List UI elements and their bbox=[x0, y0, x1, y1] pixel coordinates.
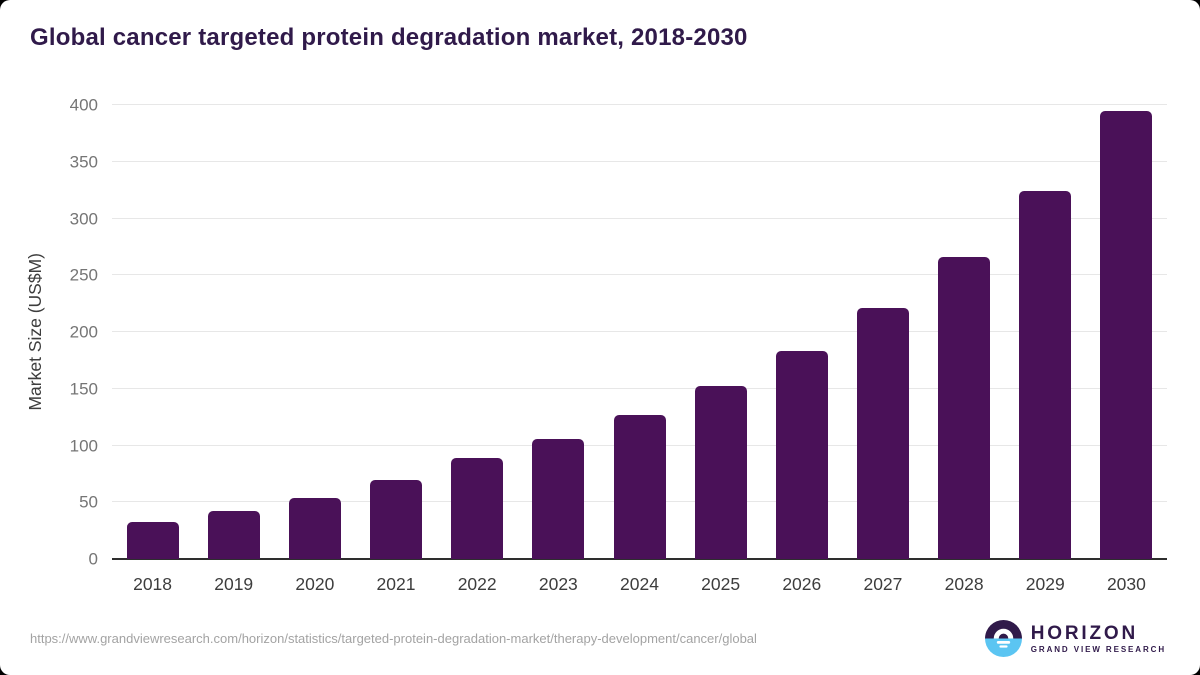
bar-2020 bbox=[288, 497, 341, 559]
bar-2023 bbox=[532, 438, 585, 559]
x-label-2022: 2022 bbox=[457, 574, 497, 594]
bar-2022 bbox=[451, 458, 504, 559]
x-label-2030: 2030 bbox=[1106, 574, 1146, 594]
x-label-2021: 2021 bbox=[376, 574, 416, 594]
y-tick-400: 400 bbox=[69, 95, 98, 115]
y-tick-0: 0 bbox=[88, 549, 98, 569]
x-label-2018: 2018 bbox=[133, 574, 173, 594]
chart-title: Global cancer targeted protein degradati… bbox=[30, 24, 748, 51]
bar-2027 bbox=[856, 308, 909, 559]
y-tick-350: 350 bbox=[69, 152, 98, 172]
x-axis-line bbox=[112, 558, 1167, 560]
gridline-150 bbox=[112, 387, 1167, 389]
y-tick-150: 150 bbox=[69, 379, 98, 399]
logo-name: HORIZON bbox=[1030, 622, 1138, 644]
gridline-250 bbox=[112, 274, 1167, 276]
x-label-2028: 2028 bbox=[944, 574, 984, 594]
gridline-300 bbox=[112, 217, 1167, 219]
y-tick-250: 250 bbox=[69, 265, 98, 285]
x-label-2027: 2027 bbox=[863, 574, 903, 594]
bar-2030 bbox=[1100, 110, 1153, 559]
y-axis-ticks: 0 50 100 150 200 250 300 350 400 bbox=[0, 97, 98, 568]
bar-2021 bbox=[370, 479, 423, 559]
y-tick-100: 100 bbox=[69, 436, 98, 455]
x-label-2023: 2023 bbox=[538, 574, 578, 594]
bar-2024 bbox=[613, 414, 666, 559]
bar-2029 bbox=[1019, 191, 1072, 559]
x-label-2026: 2026 bbox=[782, 574, 822, 594]
x-label-2024: 2024 bbox=[620, 574, 659, 594]
bar-2028 bbox=[938, 257, 991, 559]
gridline-350 bbox=[112, 160, 1167, 162]
bar-2026 bbox=[775, 351, 828, 559]
gridline-400 bbox=[112, 104, 1167, 105]
bar-2018 bbox=[126, 521, 179, 559]
x-label-2025: 2025 bbox=[701, 574, 741, 594]
source-url: https://www.grandviewresearch.com/horizo… bbox=[30, 631, 757, 646]
plot-area bbox=[112, 104, 1167, 560]
horizon-logo: HORIZON GRAND VIEW RESEARCH bbox=[984, 620, 1166, 657]
gridline-200 bbox=[112, 331, 1167, 332]
x-label-2029: 2029 bbox=[1025, 574, 1065, 594]
y-tick-300: 300 bbox=[69, 209, 98, 228]
y-tick-200: 200 bbox=[69, 322, 98, 342]
bar-2025 bbox=[694, 386, 747, 559]
horizon-sunrise-icon bbox=[984, 620, 1022, 657]
logo-text: HORIZON GRAND VIEW RESEARCH bbox=[1031, 624, 1166, 654]
logo-tagline: GRAND VIEW RESEARCH bbox=[1030, 644, 1166, 654]
y-tick-50: 50 bbox=[79, 492, 98, 512]
x-label-2020: 2020 bbox=[295, 574, 335, 594]
x-label-2019: 2019 bbox=[214, 574, 254, 594]
bar-2019 bbox=[207, 511, 260, 559]
